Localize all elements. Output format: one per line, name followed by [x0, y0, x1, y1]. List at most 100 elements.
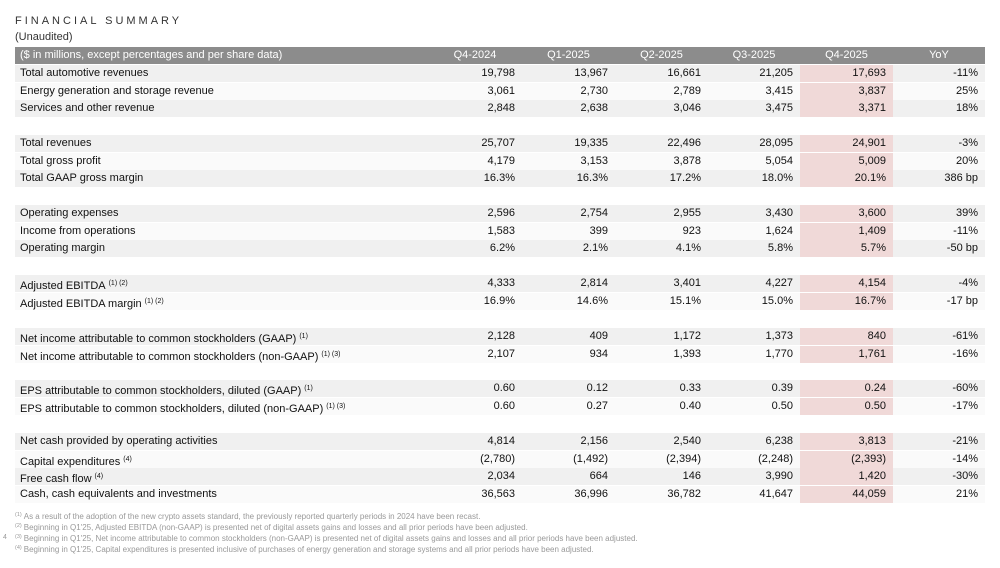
value-cell: 3,371 [800, 100, 893, 118]
value-cell: 2,730 [580, 84, 608, 97]
row-label: Total revenues [15, 135, 433, 152]
value-cell: 2,596 [487, 207, 515, 219]
yoy-cell: -21% [952, 435, 978, 447]
label-text: Energy generation and storage revenue [20, 84, 214, 97]
value-cell: 0.27 [586, 399, 608, 412]
row-background [15, 328, 985, 345]
value-cell: 1,583 [487, 224, 515, 237]
value-cell: 3,813 [800, 433, 893, 450]
yoy-cell: -17 bp [946, 294, 978, 307]
label-text: Operating expenses [20, 207, 119, 219]
yoy-cell: 20% [955, 154, 978, 167]
label-text: Total gross profit [20, 154, 101, 167]
yoy-cell: -3% [958, 137, 978, 149]
value-cell: 1,761 [800, 345, 893, 363]
value-cell: 2,156 [580, 435, 608, 447]
footnote-marker: (4) [15, 545, 22, 551]
value-cell: 21,205 [759, 67, 793, 79]
value-cell: 17.2% [669, 172, 701, 185]
value-cell: 0.24 [800, 380, 893, 397]
row-label: Total gross profit [15, 153, 433, 170]
value-cell: 3,878 [673, 154, 701, 167]
label-text: Capital expenditures [20, 455, 121, 468]
value-cell: 3,046 [673, 102, 701, 115]
value-cell: 4,154 [800, 275, 893, 292]
yoy-cell: 21% [955, 487, 978, 500]
footnote-text: As a result of the adoption of the new c… [23, 512, 481, 521]
value-cell: 0.60 [493, 399, 515, 412]
row-background [15, 100, 985, 118]
yoy-cell: -4% [958, 277, 978, 289]
label-text: Net income attributable to common stockh… [20, 350, 319, 363]
value-cell: 3,990 [765, 470, 793, 483]
row-label: Adjusted EBITDA margin (1) (2) [15, 293, 433, 310]
value-cell: 0.50 [771, 399, 793, 412]
column-header: Q4-2024 [453, 49, 497, 61]
yoy-cell: 386 bp [944, 172, 978, 185]
value-cell: 18.0% [761, 172, 793, 185]
value-cell: 19,798 [481, 67, 515, 79]
row-background [15, 433, 985, 450]
footnote-ref: (4) [123, 455, 132, 463]
value-cell: 2,848 [487, 102, 515, 115]
value-cell: 5.8% [767, 242, 793, 255]
row-background [15, 222, 985, 240]
label-text: Net income attributable to common stockh… [20, 333, 297, 345]
yoy-cell: -60% [952, 382, 978, 394]
yoy-cell: -11% [953, 67, 978, 79]
row-background [15, 135, 985, 152]
value-cell: (2,394) [666, 452, 701, 465]
column-header: Q4-2025 [825, 49, 868, 61]
row-label: Total GAAP gross margin [15, 170, 433, 187]
value-cell: 15.0% [761, 294, 793, 307]
footnote-marker: (3) [15, 534, 22, 540]
footnote: (3) Beginning in Q1'25, Net income attrib… [15, 534, 638, 543]
label-text: Adjusted EBITDA margin [20, 297, 142, 310]
footnote-ref: (1) [304, 385, 313, 392]
value-cell: 4,333 [487, 277, 515, 289]
value-cell: 3,153 [580, 154, 608, 167]
footnote-ref: (1) (3) [321, 350, 341, 358]
yoy-cell: -14% [952, 452, 978, 465]
row-background [15, 345, 985, 363]
value-cell: (1,492) [573, 452, 608, 465]
value-cell: 2,128 [487, 330, 515, 342]
value-cell: 0.50 [800, 397, 893, 415]
value-cell: 3,061 [487, 84, 515, 97]
row-label: EPS attributable to common stockholders,… [15, 380, 433, 397]
row-label: Cash, cash equivalents and investments [15, 486, 433, 503]
row-label: Income from operations [15, 223, 433, 240]
yoy-cell: 39% [955, 207, 978, 219]
value-cell: 399 [589, 224, 608, 237]
row-label: Services and other revenue [15, 100, 433, 117]
footnote-ref: (1) [299, 333, 308, 340]
footnote-marker: (2) [15, 523, 22, 529]
value-cell: 1,409 [800, 222, 893, 240]
value-cell: 0.33 [679, 382, 701, 394]
row-background [15, 65, 985, 82]
footnote-ref: (1) (3) [326, 402, 346, 410]
value-cell: 3,401 [673, 277, 701, 289]
row-label: Free cash flow (4) [15, 468, 433, 485]
value-cell: 2,638 [580, 102, 608, 115]
value-cell: 36,782 [667, 487, 701, 500]
value-cell: 13,967 [574, 67, 608, 79]
value-cell: 41,647 [759, 487, 793, 500]
value-cell: 2.1% [582, 242, 608, 255]
row-label: Operating margin [15, 240, 433, 257]
value-cell: 16,661 [667, 67, 701, 79]
yoy-cell: -50 bp [946, 242, 978, 255]
value-cell: 2,754 [580, 207, 608, 219]
row-background [15, 468, 985, 486]
label-text: Total GAAP gross margin [20, 172, 144, 185]
value-cell: 409 [589, 330, 608, 342]
value-cell: 146 [682, 470, 701, 483]
value-cell: 3,415 [765, 84, 793, 97]
value-cell: 19,335 [574, 137, 608, 149]
column-header: Q2-2025 [640, 49, 683, 61]
value-cell: 1,420 [800, 468, 893, 486]
value-cell: 934 [589, 347, 608, 360]
value-cell: 28,095 [759, 137, 793, 149]
value-cell: (2,393) [800, 450, 893, 468]
label-text: Net cash provided by operating activitie… [20, 435, 218, 447]
